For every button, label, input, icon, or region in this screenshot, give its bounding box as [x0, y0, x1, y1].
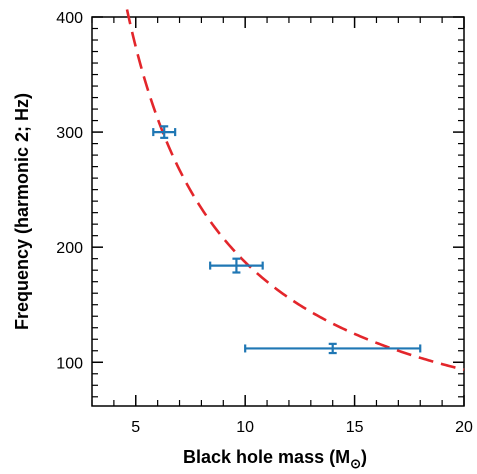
y-tick-label: 200: [56, 240, 83, 257]
x-axis-label: Black hole mass (M⊙): [183, 447, 367, 469]
y-tick-label: 300: [56, 125, 83, 142]
model-curve: [125, 9, 465, 372]
x-tick-label: 20: [455, 419, 473, 436]
x-tick-label: 5: [131, 419, 140, 436]
points-layer: [152, 125, 422, 355]
y-axis-label: Frequency (harmonic 2; Hz): [12, 93, 32, 330]
x-axis-label-subscript: ⊙: [350, 456, 361, 469]
data-point: [244, 342, 422, 355]
data-point: [209, 257, 264, 274]
curve-layer: [125, 9, 465, 372]
ticks-layer: 5 10 15 20 100 200 300 400: [56, 10, 473, 436]
y-tick-label: 100: [56, 355, 83, 372]
data-point: [152, 125, 177, 139]
plot-frame: [91, 16, 465, 407]
x-tick-label: 15: [346, 419, 364, 436]
x-tick-label: 10: [236, 419, 254, 436]
y-tick-label: 400: [56, 10, 83, 27]
